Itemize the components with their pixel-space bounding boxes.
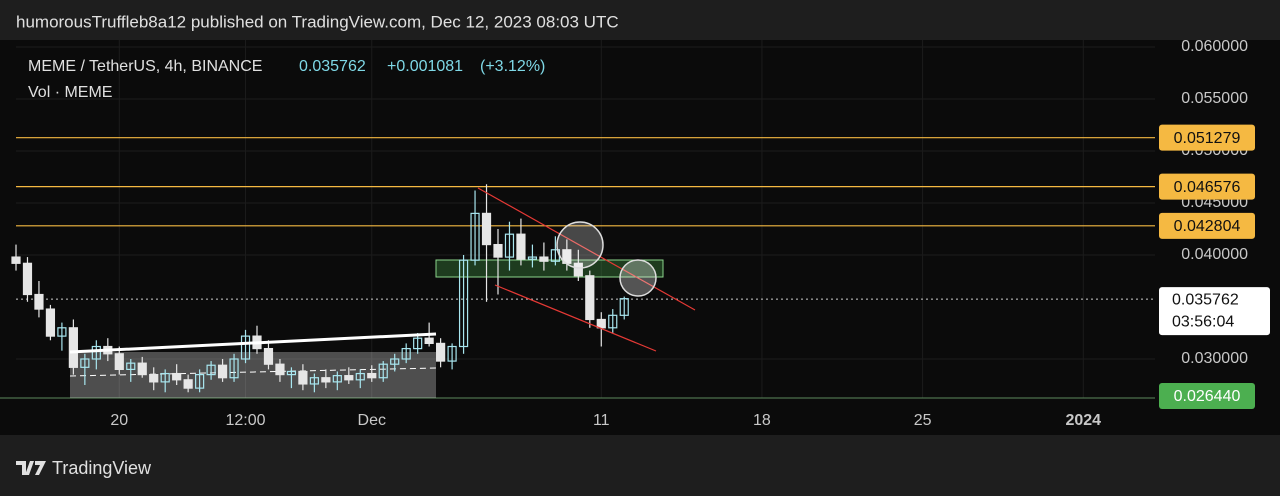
candle-body [275,363,285,376]
level-label: 0.026440 [1174,388,1241,405]
x-tick-label: 18 [753,412,771,429]
candle-body [309,377,319,385]
x-tick-label: Dec [358,412,386,429]
candle-body [539,256,549,262]
candle-body [493,243,503,258]
candle-body [619,298,629,316]
publish-info: humorousTruffleb8a12 published on Tradin… [16,12,619,31]
countdown: 03:56:04 [1172,313,1234,330]
candle-body [22,262,33,296]
candle-body [413,337,423,350]
last-price-tag [1159,287,1270,336]
logo-icon [16,461,46,475]
candle-body [447,345,457,362]
level-label: 0.046576 [1174,179,1241,196]
candle-body [390,358,400,365]
y-tick-label: 0.055000 [1181,90,1248,107]
candle-body [481,212,492,246]
y-tick-label: 0.060000 [1181,38,1248,55]
candle-body [470,212,480,261]
highlight-circle [619,259,657,297]
candle-body [436,342,446,362]
y-tick-label: 0.030000 [1181,350,1248,367]
candle-body [608,314,618,329]
candle-body [378,363,388,379]
candle-body [332,375,342,383]
candle-body [229,358,239,379]
logo: TradingView [16,458,152,478]
axis-labels: 0.0300000.0400000.0450000.0500000.055000… [110,38,1270,429]
level-tag [1159,173,1255,200]
candle-body [80,358,90,368]
highlight-circle [556,221,604,269]
candle-body [34,293,44,310]
support-zone [435,259,664,278]
candle-body [344,375,354,381]
candle-body [195,373,205,389]
brand: TradingView [52,458,152,478]
level-tag [1159,383,1255,410]
candle-body [286,370,297,376]
candle-body [401,347,411,360]
candle-body [355,372,365,381]
x-tick-label: 11 [593,412,610,429]
level-tag [1159,124,1255,151]
last-price-label: 0.035762 [1172,291,1239,308]
candle-body [114,353,124,370]
level-tag [1159,212,1255,239]
x-tick-label: 25 [914,412,932,429]
volume-label: Vol · MEME [28,84,112,101]
candle-body [57,327,67,337]
level-label: 0.051279 [1174,130,1241,147]
candle-body [217,364,228,379]
candle-body [596,318,606,329]
candle-body [11,256,21,264]
candle-body [160,372,170,383]
candle-body [458,259,469,348]
candle-body [137,362,147,376]
channel-top [477,187,696,311]
candle-body [68,327,78,368]
x-tick-label: 20 [110,412,128,429]
candle-body [516,233,526,260]
candle-body [504,233,515,258]
candle-body [172,372,182,381]
plot-area [0,40,1280,435]
candle-body [45,308,56,337]
candle-body [527,256,538,260]
candle-body [91,345,101,360]
candle-body [367,372,377,379]
candle-body [126,362,136,370]
candle-body [573,262,583,277]
candle-body [424,337,434,344]
candle-body [298,370,308,385]
x-tick-label: 12:00 [225,412,265,429]
candle-body [183,379,193,389]
candle-body [149,373,159,383]
change: +0.001081 [387,58,463,75]
level-label: 0.042804 [1174,218,1241,235]
candle-body [321,377,331,383]
symbol: MEME / TetherUS, 4h, BINANCE [28,58,262,75]
candle-body [240,335,251,360]
x-tick-label: 2024 [1065,412,1101,429]
candle-body [585,275,595,321]
candle-body [206,364,216,376]
change-pct: (+3.12%) [480,58,545,75]
channel-bottom [494,284,657,352]
y-tick-label: 0.040000 [1181,246,1248,263]
price: 0.035762 [299,58,366,75]
candle-body [263,347,274,365]
trend-line [69,332,437,354]
